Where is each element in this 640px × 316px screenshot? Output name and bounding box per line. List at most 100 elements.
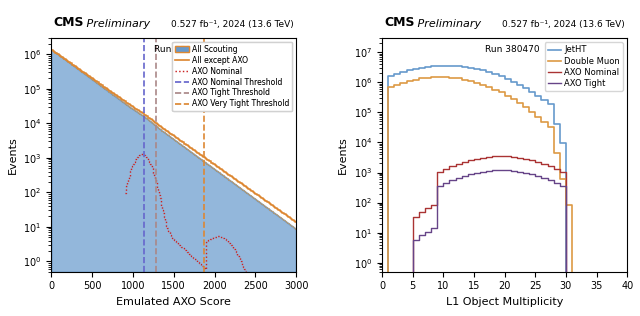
AXO Nominal	[415, 210, 422, 214]
JetHT	[488, 72, 496, 76]
JetHT	[409, 67, 417, 71]
Double Muon	[415, 76, 422, 80]
AXO Nominal	[538, 162, 545, 166]
Text: CMS: CMS	[54, 15, 84, 28]
Double Muon	[525, 110, 533, 114]
All except AXO	[269, 204, 277, 208]
Double Muon	[397, 81, 404, 84]
JetHT	[385, 75, 392, 78]
AXO Tight	[470, 171, 478, 174]
JetHT	[390, 72, 398, 76]
JetHT	[476, 69, 484, 72]
Double Muon	[476, 83, 484, 87]
JetHT	[415, 66, 422, 70]
Double Muon	[403, 79, 410, 83]
AXO Tight	[428, 226, 435, 230]
Double Muon	[544, 125, 552, 129]
Double Muon	[562, 204, 570, 207]
Double Muon	[538, 120, 545, 124]
AXO Tight	[440, 181, 447, 185]
Double Muon	[507, 97, 515, 101]
Double Muon	[390, 83, 398, 87]
All except AXO	[49, 48, 56, 52]
JetHT	[452, 64, 460, 68]
JetHT	[464, 66, 472, 70]
Double Muon	[464, 79, 472, 83]
Double Muon	[409, 78, 417, 82]
AXO Nominal	[525, 158, 533, 162]
AXO Tight	[458, 174, 465, 178]
Line: All except AXO: All except AXO	[52, 50, 296, 222]
AXO Tight	[550, 181, 557, 185]
All except AXO	[193, 150, 201, 154]
Line: AXO Tight: AXO Tight	[382, 170, 627, 316]
JetHT	[525, 90, 533, 94]
AXO Tight	[409, 238, 417, 241]
Double Muon	[501, 94, 509, 98]
Line: Double Muon: Double Muon	[382, 77, 627, 316]
JetHT	[403, 69, 410, 72]
Y-axis label: Events: Events	[8, 136, 17, 174]
AXO Tight	[488, 168, 496, 172]
AXO Nominal	[513, 156, 521, 160]
AXO Tight	[544, 178, 552, 182]
Double Muon	[488, 88, 496, 91]
AXO Tight	[483, 169, 490, 173]
AXO Nominal	[483, 155, 490, 159]
AXO Tight	[525, 172, 533, 176]
Double Muon	[513, 101, 521, 105]
JetHT	[538, 98, 545, 102]
Line: JetHT: JetHT	[382, 66, 627, 316]
AXO Nominal	[440, 167, 447, 171]
AXO Tight	[513, 170, 521, 173]
All except AXO	[193, 150, 200, 154]
JetHT	[519, 86, 527, 90]
JetHT	[433, 64, 441, 68]
AXO Tight	[445, 178, 453, 182]
Double Muon	[531, 115, 539, 118]
Legend: JetHT, Double Muon, AXO Nominal, AXO Tight: JetHT, Double Muon, AXO Nominal, AXO Tig…	[545, 42, 623, 91]
AXO Nominal	[507, 155, 515, 159]
JetHT	[440, 64, 447, 68]
AXO Tight	[507, 169, 515, 173]
AXO Nominal	[464, 158, 472, 162]
Text: Preliminary: Preliminary	[414, 19, 481, 28]
All except AXO	[48, 48, 56, 52]
Double Muon	[556, 177, 564, 181]
AXO Tight	[501, 168, 509, 172]
JetHT	[397, 70, 404, 74]
AXO Tight	[495, 168, 502, 172]
JetHT	[531, 94, 539, 97]
AXO Nominal	[556, 170, 564, 173]
AXO Nominal	[452, 162, 460, 166]
Double Muon	[470, 81, 478, 84]
AXO Nominal	[193, 258, 200, 262]
Double Muon	[433, 75, 441, 79]
JetHT	[458, 65, 465, 69]
AXO Nominal	[531, 160, 539, 164]
Text: CMS: CMS	[385, 15, 415, 28]
AXO Nominal	[501, 155, 509, 158]
AXO Nominal	[433, 170, 441, 173]
AXO Tight	[556, 184, 564, 187]
Double Muon	[428, 75, 435, 79]
AXO Nominal	[421, 207, 429, 210]
Double Muon	[495, 91, 502, 94]
AXO Tight	[476, 170, 484, 173]
AXO Nominal	[197, 263, 205, 267]
AXO Nominal	[458, 160, 465, 164]
AXO Nominal Threshold	[140, 259, 147, 263]
JetHT	[421, 65, 429, 69]
AXO Nominal	[495, 154, 502, 158]
JetHT	[556, 141, 564, 145]
JetHT	[544, 102, 552, 106]
Double Muon	[483, 85, 490, 89]
Legend: All Scouting, All except AXO, AXO Nominal, AXO Nominal Threshold, AXO Tight Thre: All Scouting, All except AXO, AXO Nomina…	[172, 42, 292, 112]
Double Muon	[440, 75, 447, 79]
Double Muon	[458, 78, 465, 82]
JetHT	[483, 70, 490, 74]
Double Muon	[421, 76, 429, 80]
AXO Nominal	[470, 157, 478, 161]
X-axis label: L1 Object Multiplicity: L1 Object Multiplicity	[446, 297, 563, 307]
Text: Run 380470: Run 380470	[485, 45, 540, 54]
